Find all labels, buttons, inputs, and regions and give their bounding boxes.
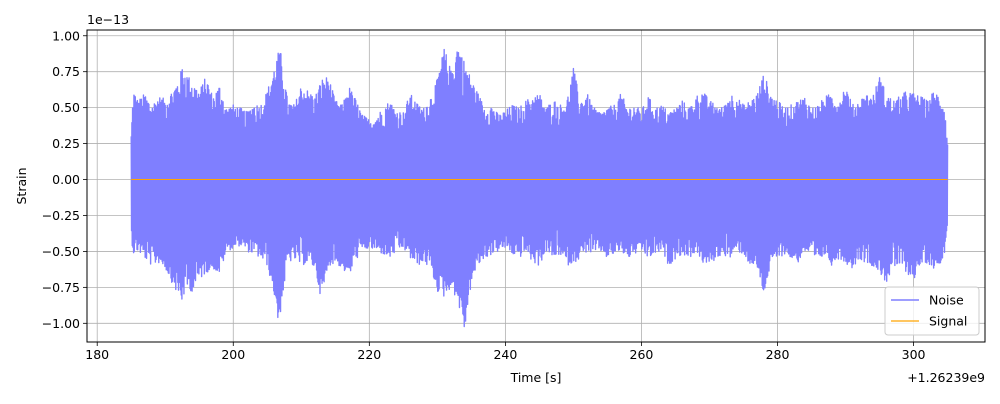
plot-frame	[86, 29, 986, 343]
x-tick-label: 240	[493, 347, 517, 362]
y-tick-label: −0.50	[42, 244, 80, 259]
y-tick-label: 0.50	[52, 100, 80, 115]
x-axis-label: Time [s]	[510, 370, 562, 385]
series-noise-line	[130, 48, 949, 328]
x-tick-label: 200	[221, 347, 245, 362]
x-tick-label: 280	[766, 347, 790, 362]
x-tick-label: 180	[85, 347, 109, 362]
x-tick-label: 220	[357, 347, 381, 362]
x-offset-label: +1.26239e9	[907, 370, 985, 385]
y-tick-label: −0.75	[42, 280, 80, 295]
x-tick-label: 260	[630, 347, 654, 362]
x-tick-label: 300	[902, 347, 926, 362]
legend: Noise Signal	[884, 286, 980, 336]
y-axis-label: Strain	[14, 167, 29, 204]
y-tick-label: 0.25	[52, 136, 80, 151]
y-axis: 1.00 0.75 0.50 0.25 0.00 −0.25 −0.50 −0.75 −1.00	[42, 28, 87, 331]
y-tick-label: 0.75	[52, 64, 80, 79]
y-tick-label: −1.00	[42, 316, 80, 331]
plot-area	[130, 48, 949, 328]
y-tick-label: −0.25	[42, 208, 80, 223]
y-scale-label: 1e−13	[87, 12, 129, 27]
legend-box	[884, 286, 980, 336]
y-tick-label: 1.00	[52, 28, 80, 43]
x-axis: 180 200 220 240 260 280 300	[85, 342, 926, 362]
legend-label-signal: Signal	[929, 314, 967, 329]
y-tick-label: 0.00	[52, 172, 80, 187]
legend-label-noise: Noise	[929, 293, 964, 308]
